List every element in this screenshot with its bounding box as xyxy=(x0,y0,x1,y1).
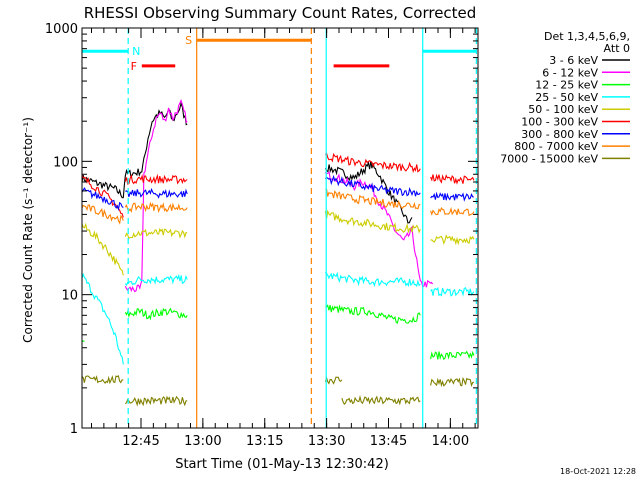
series-line-2-2 xyxy=(325,304,421,325)
x-axis-label: Start Time (01-May-13 12:30:42) xyxy=(175,457,389,472)
series-line-5-1 xyxy=(124,173,188,185)
x-tick-label-5: 14:00 xyxy=(432,434,469,449)
series-line-4-3 xyxy=(430,234,475,246)
series-line-5-2 xyxy=(324,152,421,174)
legend-entry-8: 7000 - 15000 keV xyxy=(500,152,598,165)
series-line-2-3 xyxy=(430,350,475,361)
legend-entry-6: 300 - 800 keV xyxy=(521,128,598,141)
legend-entry-4: 50 - 100 keV xyxy=(528,103,598,116)
series-line-6-0 xyxy=(81,187,124,212)
series-line-7-0 xyxy=(81,204,124,225)
series-line-5-3 xyxy=(430,173,475,185)
footer-date: 18-Oct-2021 12:28 xyxy=(560,467,636,476)
marker-label-N: N xyxy=(132,45,140,58)
series-line-5-0 xyxy=(81,174,124,218)
y-tick-label-2: 100 xyxy=(53,155,78,170)
chart-title: RHESSI Observing Summary Count Rates, Co… xyxy=(84,4,477,22)
legend-entry-1: 6 - 12 keV xyxy=(542,66,598,79)
y-axis-label: Corrected Count Rate (s⁻¹ detector⁻¹) xyxy=(21,117,35,343)
series-line-1-0 xyxy=(124,98,188,293)
series-line-3-2 xyxy=(324,271,421,288)
x-tick-label-3: 13:30 xyxy=(308,434,345,449)
legend-entry-5: 100 - 300 keV xyxy=(521,116,598,129)
series-line-3-1 xyxy=(124,273,188,287)
legend-entry-0: 3 - 6 keV xyxy=(549,54,598,67)
x-tick-label-1: 13:00 xyxy=(184,434,221,449)
series-line-8-0 xyxy=(81,375,124,385)
marker-label-S: S xyxy=(185,34,192,47)
series-line-6-1 xyxy=(125,187,188,199)
x-tick-label-0: 12:45 xyxy=(122,434,159,449)
series-line-6-2 xyxy=(324,174,421,197)
series-line-7-2 xyxy=(325,188,421,210)
y-tick-label-0: 1 xyxy=(70,422,78,437)
y-tick-label-1: 10 xyxy=(61,289,78,304)
series-line-4-1 xyxy=(124,227,188,240)
series-line-8-2 xyxy=(324,376,343,385)
series-line-8-1 xyxy=(124,395,188,407)
x-tick-label-2: 13:15 xyxy=(246,434,283,449)
series-line-7-3 xyxy=(430,206,475,217)
series-line-8-3 xyxy=(341,394,421,406)
legend-entry-2: 12 - 25 keV xyxy=(535,79,598,92)
series-line-0-0 xyxy=(81,101,188,199)
series-line-7-1 xyxy=(124,201,188,214)
legend-entry-7: 800 - 7000 keV xyxy=(514,140,598,153)
y-tick-label-3: 1000 xyxy=(45,22,78,37)
series-line-1-1 xyxy=(324,171,434,288)
detector-label: Det 1,3,4,5,6,9, xyxy=(544,30,630,43)
plot-frame xyxy=(81,27,479,429)
legend-entry-3: 25 - 50 keV xyxy=(535,91,598,104)
series-line-4-2 xyxy=(324,209,421,234)
attenuator-label: Att 0 xyxy=(604,42,630,55)
series-line-4-0 xyxy=(81,222,124,276)
x-tick-label-4: 13:45 xyxy=(370,434,407,449)
series-line-2-1 xyxy=(124,307,188,321)
series-line-8-4 xyxy=(430,376,474,388)
series-line-3-3 xyxy=(430,286,475,297)
series-line-3-0 xyxy=(81,272,124,365)
series-line-6-3 xyxy=(430,191,474,202)
series-line-0-1 xyxy=(324,160,413,224)
marker-label-F: F xyxy=(131,60,137,73)
